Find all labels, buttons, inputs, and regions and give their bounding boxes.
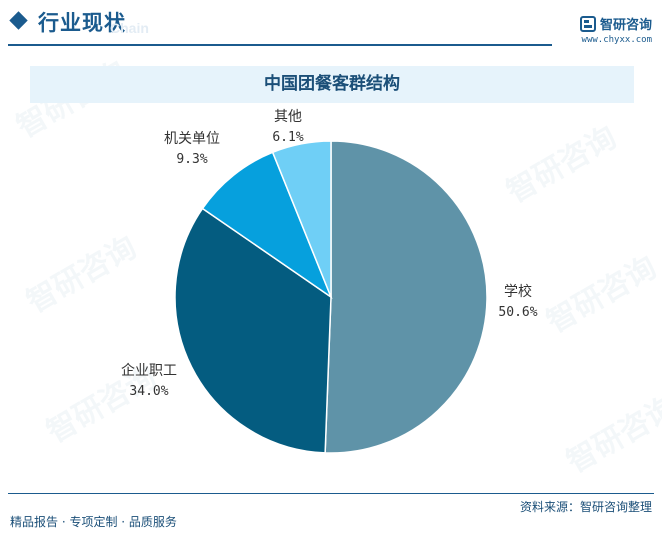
footer-divider [8, 493, 654, 494]
brand-block: 智研咨询 www.chyxx.com [579, 14, 652, 45]
services-tagline: 精品报告 · 专项定制 · 品质服务 [10, 515, 177, 529]
slice-label: 机关单位 [164, 131, 220, 147]
pie-slice-3 [271, 140, 332, 298]
source-note: 资料来源：智研咨询整理 [519, 500, 652, 514]
brand-url: www.chyxx.com [581, 35, 652, 45]
brand-name: 智研咨询 [599, 18, 652, 33]
slice-percent-label: 34.0% [129, 384, 168, 399]
page-header: 行业现状 Chain 智研咨询 www.chyxx.com [0, 0, 662, 48]
slice-label: 其他 [274, 109, 302, 125]
section-title: 行业现状 [38, 11, 126, 35]
slice-percent-label: 9.3% [176, 152, 207, 167]
pie-slice-1 [174, 207, 332, 454]
slice-percent-label: 6.1% [272, 130, 303, 145]
chart-title: 中国团餐客群结构 [264, 74, 400, 94]
pie-slice-2 [201, 151, 333, 300]
header-divider [8, 44, 552, 46]
slice-percent-label: 50.6% [498, 305, 537, 320]
brand-logo-icon [579, 15, 596, 32]
chart-title-band: 中国团餐客群结构 [30, 66, 634, 103]
slice-label: 企业职工 [121, 362, 177, 379]
slice-label: 学校 [504, 283, 532, 300]
ghost-english-text: Chain [110, 20, 149, 36]
pie-slice-0 [324, 140, 488, 454]
